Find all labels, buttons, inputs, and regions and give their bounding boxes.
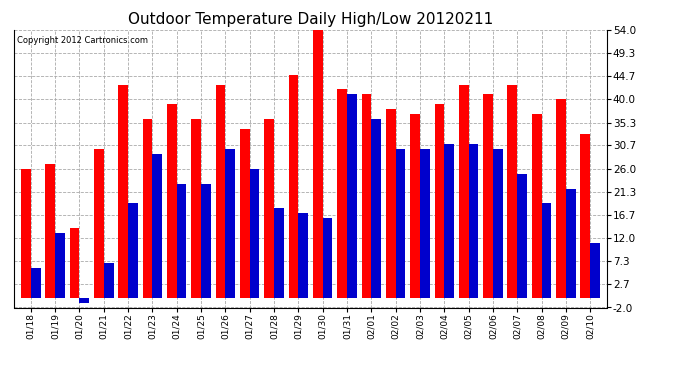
Bar — [420, 149, 430, 298]
Bar — [152, 154, 162, 298]
Bar — [347, 94, 357, 298]
Bar — [94, 149, 104, 298]
Bar — [590, 243, 600, 298]
Bar — [386, 109, 395, 298]
Bar — [104, 263, 114, 298]
Bar — [313, 30, 323, 298]
Bar — [177, 184, 186, 298]
Bar — [459, 84, 469, 298]
Bar — [542, 203, 551, 298]
Text: Copyright 2012 Cartronics.com: Copyright 2012 Cartronics.com — [17, 36, 148, 45]
Bar — [119, 84, 128, 298]
Bar — [201, 184, 210, 298]
Bar — [444, 144, 454, 298]
Bar — [288, 75, 298, 298]
Bar — [250, 169, 259, 298]
Bar — [556, 99, 566, 298]
Bar — [337, 90, 347, 298]
Bar — [240, 129, 250, 298]
Bar — [70, 228, 79, 298]
Bar — [167, 104, 177, 298]
Bar — [411, 114, 420, 298]
Bar — [226, 149, 235, 298]
Bar — [274, 209, 284, 298]
Bar — [21, 169, 31, 298]
Bar — [483, 94, 493, 298]
Title: Outdoor Temperature Daily High/Low 20120211: Outdoor Temperature Daily High/Low 20120… — [128, 12, 493, 27]
Bar — [264, 119, 274, 298]
Bar — [580, 134, 590, 298]
Bar — [371, 119, 381, 298]
Bar — [128, 203, 138, 298]
Bar — [46, 164, 55, 298]
Bar — [55, 233, 65, 298]
Bar — [395, 149, 405, 298]
Bar — [191, 119, 201, 298]
Bar — [435, 104, 444, 298]
Bar — [362, 94, 371, 298]
Bar — [469, 144, 478, 298]
Bar — [298, 213, 308, 298]
Bar — [31, 268, 41, 298]
Bar — [493, 149, 502, 298]
Bar — [79, 298, 89, 303]
Bar — [518, 174, 527, 298]
Bar — [216, 84, 226, 298]
Bar — [532, 114, 542, 298]
Bar — [143, 119, 152, 298]
Bar — [507, 84, 518, 298]
Bar — [323, 218, 333, 298]
Bar — [566, 189, 575, 298]
